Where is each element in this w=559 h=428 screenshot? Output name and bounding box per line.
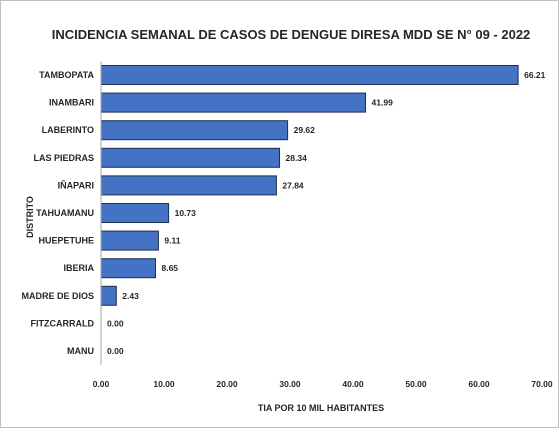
value-label: 29.62 (294, 125, 316, 135)
category-label: IBERIA (63, 263, 94, 273)
value-labels: 66.21 41.99 29.62 28.34 27.84 10.73 9.11 8.65 2.… (107, 70, 546, 356)
bar-7 (100, 258, 156, 279)
category-label: TAHUAMANU (36, 208, 94, 218)
x-tick-label: 0.00 (93, 379, 110, 389)
category-labels: TAMBOPATA INAMBARI LABERINTO LAS PIEDRAS IÑA… (21, 70, 94, 356)
bar-2 (100, 120, 289, 141)
x-tick-label: 10.00 (153, 379, 175, 389)
bar-6 (100, 230, 159, 251)
bar-4 (100, 175, 277, 196)
chart-title: INCIDENCIA SEMANAL DE CASOS DE DENGUE DI… (52, 27, 531, 42)
value-label: 10.73 (175, 208, 197, 218)
x-tick-label: 60.00 (468, 379, 490, 389)
bar-3 (100, 147, 281, 168)
category-label: HUEPETUHE (38, 236, 94, 246)
x-tick-label: 20.00 (216, 379, 238, 389)
bar-0 (100, 65, 519, 85)
category-label: IÑAPARI (58, 180, 94, 190)
value-label: 9.11 (164, 236, 180, 246)
bar-8 (100, 285, 117, 306)
value-label: 0.00 (107, 318, 124, 328)
value-label: 27.84 (282, 180, 304, 190)
x-axis-label: TIA POR 10 MIL HABITANTES (258, 403, 384, 413)
y-axis-label: DISTRITO (25, 196, 35, 238)
value-label: 0.00 (107, 346, 124, 356)
value-label: 41.99 (372, 98, 394, 108)
category-label: LABERINTO (42, 125, 94, 135)
category-label: MANU (67, 346, 94, 356)
x-tick-labels: 0.00 10.00 20.00 30.00 40.00 50.00 60.00 70.00 (93, 379, 553, 389)
category-label: INAMBARI (49, 98, 94, 108)
category-label: MADRE DE DIOS (21, 291, 94, 301)
value-label: 2.43 (122, 291, 139, 301)
category-label: TAMBOPATA (39, 70, 94, 80)
category-label: FITZCARRALD (31, 318, 95, 328)
x-tick-label: 30.00 (279, 379, 301, 389)
bar-5 (100, 203, 170, 223)
value-label: 8.65 (161, 263, 178, 273)
x-tick-label: 50.00 (405, 379, 427, 389)
x-tick-label: 40.00 (342, 379, 364, 389)
x-tick-label: 70.00 (531, 379, 553, 389)
value-label: 28.34 (286, 153, 308, 163)
bar-1 (100, 92, 367, 113)
category-label: LAS PIEDRAS (33, 153, 94, 163)
value-label: 66.21 (524, 70, 546, 80)
